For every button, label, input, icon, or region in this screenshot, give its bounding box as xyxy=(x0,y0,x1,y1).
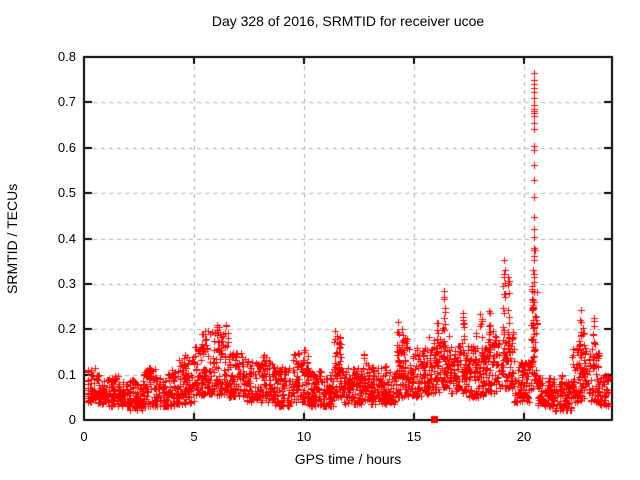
y-tick-label: 0.7 xyxy=(57,94,76,110)
y-tick-label: 0.1 xyxy=(57,366,76,382)
y-tick-label: 0.6 xyxy=(57,139,76,155)
x-tick-label: 5 xyxy=(190,429,198,444)
x-tick-label: 15 xyxy=(406,429,422,444)
y-tick-label: 0.8 xyxy=(57,49,76,64)
y-tick-label: 0.5 xyxy=(57,185,76,201)
y-tick-label: 0.3 xyxy=(57,275,76,291)
x-tick-label: 0 xyxy=(80,429,88,444)
y-tick-label: 0.2 xyxy=(57,321,76,337)
y-tick-label: 0 xyxy=(68,412,76,427)
y-axis-label: SRMTID / TECUs xyxy=(4,183,20,294)
y-tick-label: 0.4 xyxy=(57,230,76,246)
x-axis-label: GPS time / hours xyxy=(294,451,402,467)
x-tick-label: 10 xyxy=(296,429,312,444)
x-tick-label: 20 xyxy=(516,429,532,444)
chart-title: Day 328 of 2016, SRMTID for receiver uco… xyxy=(211,13,485,29)
